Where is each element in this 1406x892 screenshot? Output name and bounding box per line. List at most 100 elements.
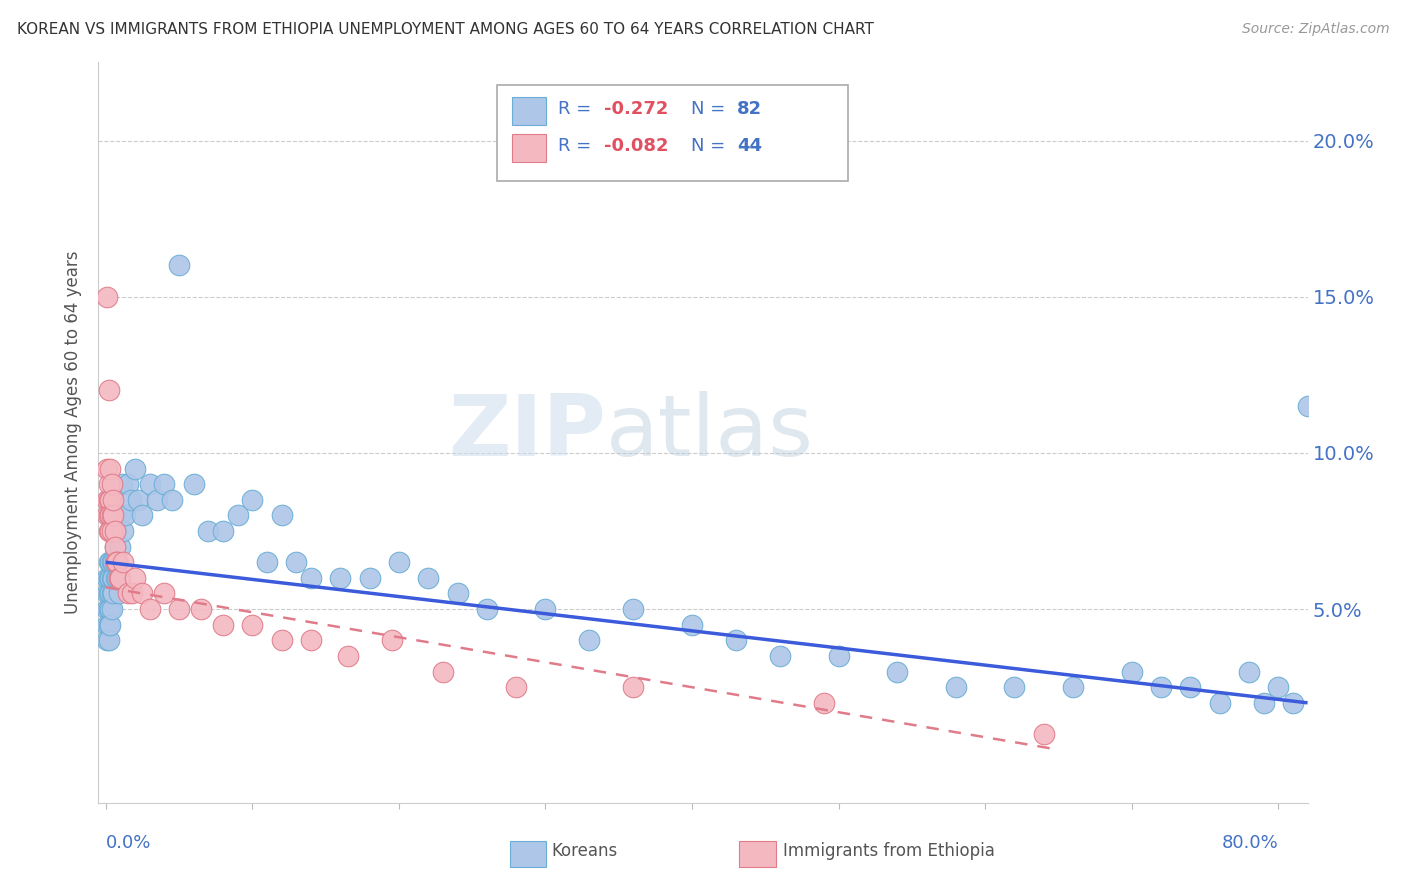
Point	[131, 508, 153, 523]
Text: 82: 82	[737, 100, 762, 118]
Text: Immigrants from Ethiopia: Immigrants from Ethiopia	[783, 842, 994, 860]
Point	[98, 492, 121, 507]
Point	[110, 508, 132, 523]
FancyBboxPatch shape	[498, 85, 848, 181]
Point	[98, 508, 121, 523]
Point	[124, 461, 146, 475]
FancyBboxPatch shape	[740, 840, 776, 867]
Point	[270, 633, 292, 648]
Point	[945, 680, 967, 694]
Point	[108, 571, 131, 585]
Point	[103, 524, 125, 538]
Point	[127, 492, 149, 507]
Point	[98, 617, 121, 632]
Point	[101, 555, 124, 569]
Point	[167, 602, 190, 616]
Point	[112, 555, 135, 569]
Point	[212, 617, 235, 632]
Point	[97, 492, 120, 507]
Point	[505, 680, 527, 694]
Point	[446, 586, 468, 600]
Point	[97, 571, 120, 585]
Text: R =: R =	[558, 100, 598, 118]
Point	[621, 680, 644, 694]
Point	[110, 571, 132, 585]
Point	[100, 586, 122, 600]
Point	[97, 617, 120, 632]
Point	[299, 571, 322, 585]
Point	[96, 571, 118, 585]
Point	[388, 555, 411, 569]
Point	[114, 508, 136, 523]
Point	[100, 524, 122, 538]
Point	[138, 477, 160, 491]
Point	[101, 571, 124, 585]
Point	[190, 602, 212, 616]
Text: N =: N =	[690, 100, 731, 118]
Point	[97, 524, 120, 538]
Point	[1296, 399, 1319, 413]
Point	[111, 477, 134, 491]
Point	[1267, 680, 1289, 694]
Y-axis label: Unemployment Among Ages 60 to 64 years: Unemployment Among Ages 60 to 64 years	[65, 251, 83, 615]
Point	[226, 508, 249, 523]
Point	[98, 461, 121, 475]
Text: Source: ZipAtlas.com: Source: ZipAtlas.com	[1241, 22, 1389, 37]
Point	[1121, 665, 1143, 679]
Point	[256, 555, 278, 569]
Point	[110, 540, 132, 554]
Point	[112, 524, 135, 538]
Point	[197, 524, 219, 538]
Point	[1253, 696, 1275, 710]
Text: -0.272: -0.272	[603, 100, 668, 118]
Point	[418, 571, 440, 585]
Point	[336, 648, 359, 663]
Point	[329, 571, 352, 585]
FancyBboxPatch shape	[512, 135, 546, 162]
Point	[359, 571, 381, 585]
Text: N =: N =	[690, 137, 731, 155]
Point	[1004, 680, 1026, 694]
Point	[96, 633, 118, 648]
Point	[100, 555, 122, 569]
Point	[270, 508, 292, 523]
Point	[108, 571, 131, 585]
Point	[167, 259, 190, 273]
Point	[103, 540, 125, 554]
Point	[100, 571, 122, 585]
Point	[97, 555, 120, 569]
Point	[98, 524, 121, 538]
Point	[100, 508, 122, 523]
Text: atlas: atlas	[606, 391, 814, 475]
Text: ZIP: ZIP	[449, 391, 606, 475]
Point	[101, 492, 124, 507]
Point	[100, 602, 122, 616]
Text: Koreans: Koreans	[551, 842, 619, 860]
Point	[96, 461, 118, 475]
Point	[1282, 696, 1305, 710]
Text: R =: R =	[558, 137, 598, 155]
Text: KOREAN VS IMMIGRANTS FROM ETHIOPIA UNEMPLOYMENT AMONG AGES 60 TO 64 YEARS CORREL: KOREAN VS IMMIGRANTS FROM ETHIOPIA UNEMP…	[17, 22, 873, 37]
Point	[100, 477, 122, 491]
Point	[153, 477, 176, 491]
Point	[103, 508, 125, 523]
Point	[153, 586, 176, 600]
Point	[105, 571, 128, 585]
Point	[98, 602, 121, 616]
Point	[138, 602, 160, 616]
Point	[101, 508, 124, 523]
Point	[107, 555, 129, 569]
Point	[1032, 727, 1054, 741]
Point	[107, 571, 129, 585]
Point	[621, 602, 644, 616]
Point	[1062, 680, 1084, 694]
Point	[107, 555, 129, 569]
Point	[432, 665, 454, 679]
Point	[96, 586, 118, 600]
Point	[124, 571, 146, 585]
Point	[475, 602, 498, 616]
Point	[117, 477, 139, 491]
Point	[681, 617, 703, 632]
Point	[1208, 696, 1230, 710]
FancyBboxPatch shape	[509, 840, 546, 867]
